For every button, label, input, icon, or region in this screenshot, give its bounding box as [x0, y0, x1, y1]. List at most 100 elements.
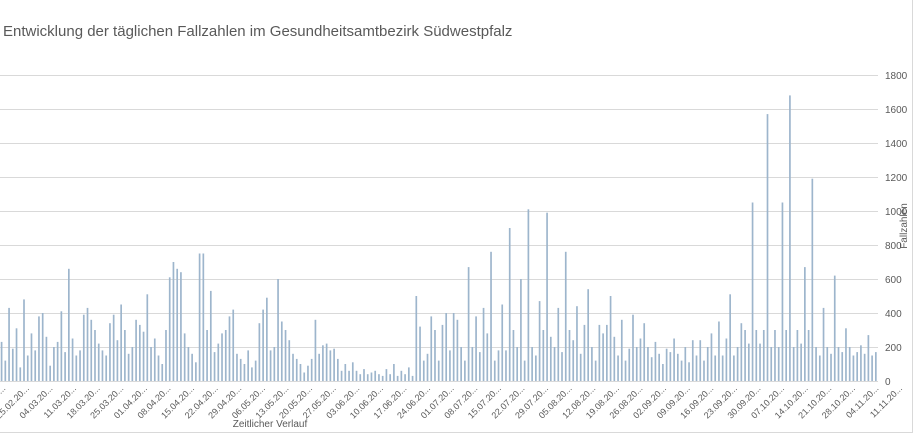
bar: [546, 212, 548, 381]
bar: [146, 294, 149, 381]
bar: [79, 350, 81, 381]
bar: [434, 330, 436, 381]
bar: [348, 370, 350, 381]
bar: [875, 352, 877, 381]
bar: [15, 328, 18, 381]
bar: [703, 360, 705, 381]
bar: [105, 355, 108, 381]
bar: [251, 367, 253, 381]
bar: [848, 347, 851, 381]
bar: [852, 355, 855, 381]
bar: [710, 333, 713, 381]
bar: [766, 114, 769, 381]
bar: [613, 336, 616, 381]
bar: [826, 347, 829, 381]
bar: [172, 262, 175, 381]
bar: [224, 330, 227, 381]
bar: [714, 355, 717, 381]
bar: [482, 307, 485, 381]
bar: [781, 202, 784, 381]
bar: [68, 268, 70, 381]
bar: [725, 338, 728, 381]
bar: [527, 209, 530, 381]
bar: [520, 279, 522, 381]
bar: [135, 319, 137, 381]
bar: [232, 309, 235, 381]
y-tick-label: 600: [885, 275, 902, 286]
bar: [669, 352, 672, 381]
bar: [280, 321, 283, 381]
bar: [157, 355, 160, 381]
bar: [564, 251, 567, 381]
bar: [662, 364, 664, 381]
bar: [30, 333, 33, 381]
bar: [673, 338, 675, 381]
bar: [381, 375, 384, 381]
bar: [796, 330, 799, 381]
bar: [620, 319, 623, 381]
x-axis-tick-labels: 18.02.20...25.02.20...04.03.20...11.03.2…: [0, 383, 904, 420]
bar: [273, 347, 276, 381]
bar: [647, 347, 649, 381]
bar: [329, 350, 332, 381]
bar: [243, 364, 246, 381]
bar: [804, 267, 806, 381]
bar: [34, 350, 37, 381]
bar: [11, 348, 14, 381]
bar: [165, 330, 167, 381]
bar: [8, 307, 10, 381]
bar: [393, 364, 395, 381]
chart-title: Entwicklung der täglichen Fallzahlen im …: [3, 23, 513, 40]
bar: [770, 347, 773, 381]
bar: [236, 353, 238, 381]
bar: [863, 353, 866, 381]
bar: [333, 348, 335, 381]
bar: [49, 365, 51, 381]
bar: [318, 353, 320, 381]
bar: [871, 355, 873, 381]
bar: [411, 375, 414, 381]
bar: [594, 360, 597, 381]
bar: [266, 297, 268, 381]
bar: [422, 360, 425, 381]
bar: [762, 330, 765, 381]
bar: [818, 355, 821, 381]
bar: [239, 358, 242, 381]
bar: [374, 370, 377, 381]
bar: [639, 338, 642, 381]
bar: [202, 253, 205, 381]
bar: [856, 352, 859, 381]
bar: [632, 314, 634, 381]
bar: [733, 355, 735, 381]
bar: [635, 347, 638, 381]
bar: [665, 348, 668, 381]
bar: [82, 314, 85, 381]
bar: [598, 324, 601, 381]
bar: [464, 360, 466, 381]
bar: [314, 319, 317, 381]
bar: [355, 370, 358, 381]
bar: [23, 299, 25, 381]
bar: [191, 353, 193, 381]
bar: [542, 330, 545, 381]
bar: [512, 330, 515, 381]
bar: [744, 330, 746, 381]
bar: [449, 350, 451, 381]
bar: [142, 331, 145, 381]
bar: [400, 370, 403, 381]
bar: [654, 341, 657, 381]
bar: [38, 316, 40, 381]
bar: [325, 343, 328, 381]
bar: [359, 374, 362, 381]
bar: [340, 370, 343, 381]
bar: [721, 355, 724, 381]
bar: [467, 267, 470, 381]
bar: [441, 324, 444, 381]
bar: [549, 336, 552, 381]
bar: [568, 330, 571, 381]
bar: [124, 330, 126, 381]
bar: [774, 330, 776, 381]
bar: [258, 323, 261, 381]
y-tick-label: 1800: [885, 71, 908, 82]
bar: [841, 352, 844, 381]
